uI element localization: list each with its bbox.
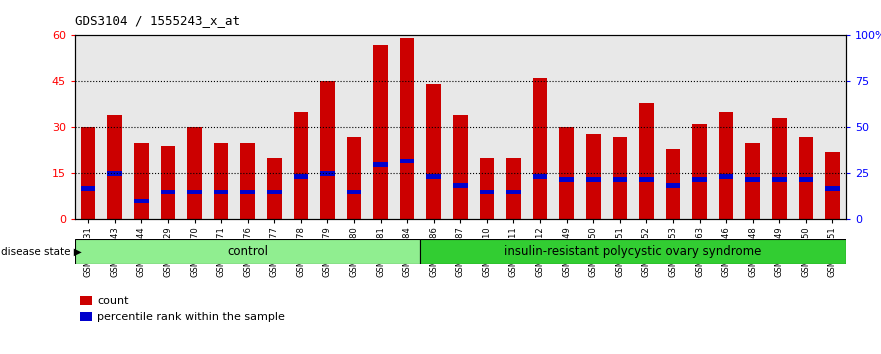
Bar xyxy=(453,115,468,219)
Bar xyxy=(825,187,840,191)
Bar xyxy=(639,103,654,219)
Bar xyxy=(507,158,521,219)
Bar xyxy=(745,177,760,182)
Bar xyxy=(241,143,255,219)
Bar xyxy=(453,183,468,188)
Bar xyxy=(420,239,846,264)
Bar xyxy=(479,158,494,219)
Bar xyxy=(400,39,414,219)
Bar xyxy=(214,189,228,194)
Bar xyxy=(507,189,521,194)
Bar xyxy=(426,174,441,179)
Bar xyxy=(347,137,361,219)
Bar xyxy=(160,146,175,219)
Bar xyxy=(241,189,255,194)
Bar xyxy=(692,124,707,219)
Bar xyxy=(107,115,122,219)
Bar xyxy=(267,189,282,194)
Bar xyxy=(320,81,335,219)
Bar xyxy=(374,45,388,219)
Bar xyxy=(75,239,420,264)
Bar xyxy=(267,158,282,219)
Bar xyxy=(426,85,441,219)
Bar xyxy=(187,127,202,219)
Bar xyxy=(107,171,122,176)
Bar xyxy=(639,177,654,182)
Legend: count, percentile rank within the sample: count, percentile rank within the sample xyxy=(80,296,285,322)
Bar xyxy=(666,183,680,188)
Bar xyxy=(798,177,813,182)
Bar xyxy=(81,127,95,219)
Bar xyxy=(187,189,202,194)
Bar xyxy=(160,189,175,194)
Bar xyxy=(719,174,734,179)
Bar xyxy=(533,78,547,219)
Text: disease state ▶: disease state ▶ xyxy=(1,246,82,256)
Bar xyxy=(825,152,840,219)
Bar xyxy=(719,112,734,219)
Bar xyxy=(586,177,601,182)
Bar xyxy=(347,189,361,194)
Bar xyxy=(559,177,574,182)
Bar xyxy=(612,137,627,219)
Bar xyxy=(772,177,787,182)
Bar xyxy=(586,133,601,219)
Text: control: control xyxy=(227,245,268,258)
Bar xyxy=(772,118,787,219)
Bar xyxy=(745,143,760,219)
Text: GDS3104 / 1555243_x_at: GDS3104 / 1555243_x_at xyxy=(75,14,240,27)
Bar xyxy=(666,149,680,219)
Bar xyxy=(559,127,574,219)
Bar xyxy=(692,177,707,182)
Bar xyxy=(214,143,228,219)
Text: insulin-resistant polycystic ovary syndrome: insulin-resistant polycystic ovary syndr… xyxy=(505,245,762,258)
Bar xyxy=(81,187,95,191)
Bar xyxy=(293,112,308,219)
Bar xyxy=(374,162,388,166)
Bar xyxy=(320,171,335,176)
Bar xyxy=(533,174,547,179)
Bar xyxy=(134,143,149,219)
Bar xyxy=(293,174,308,179)
Bar xyxy=(612,177,627,182)
Bar xyxy=(400,159,414,164)
Bar xyxy=(798,137,813,219)
Bar xyxy=(134,199,149,203)
Bar xyxy=(479,189,494,194)
